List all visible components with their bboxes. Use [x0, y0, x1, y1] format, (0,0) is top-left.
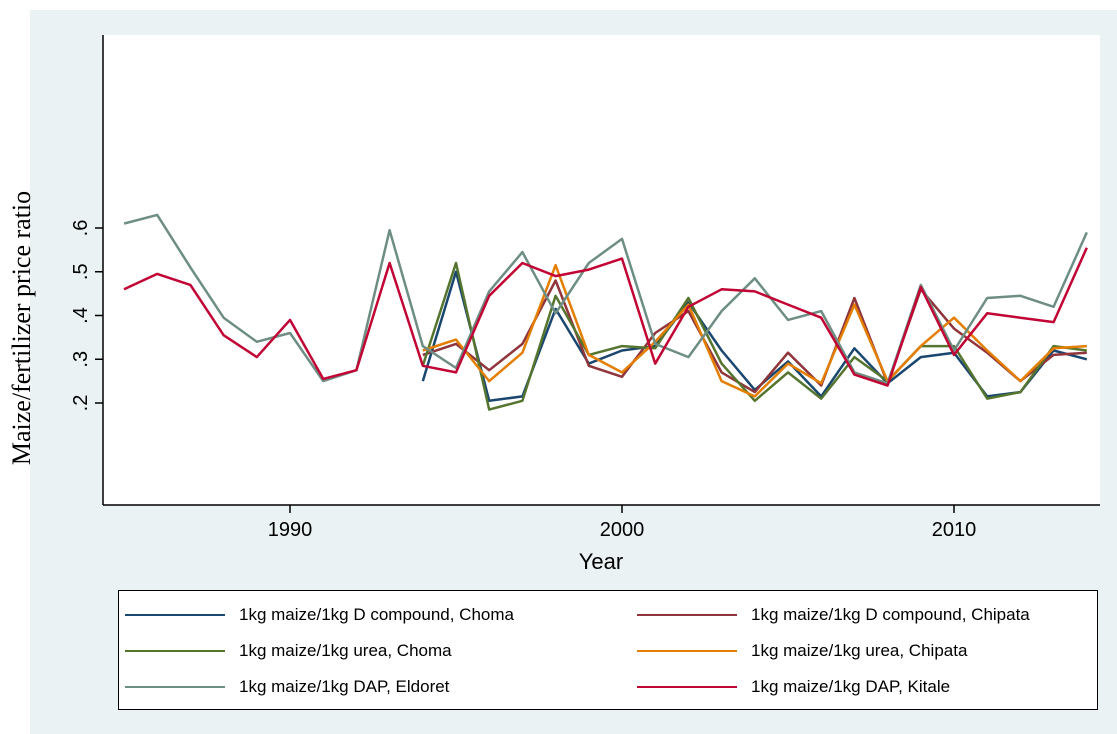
legend-swatch: [125, 650, 225, 652]
y-tick-label: .3: [70, 351, 92, 368]
legend-swatch: [637, 614, 737, 616]
legend-swatch: [125, 614, 225, 616]
series-line-6: [123, 247, 1088, 387]
legend-label: 1kg maize/1kg DAP, Kitale: [751, 677, 951, 696]
y-tick-label: .5: [70, 263, 92, 280]
y-axis-title: Maize/fertilizer price ratio: [7, 191, 36, 465]
x-tick-label: 2000: [600, 519, 645, 541]
series-lines: [123, 213, 1088, 411]
legend-swatch: [125, 686, 225, 688]
legend-label: 1kg maize/1kg urea, Choma: [239, 641, 452, 660]
legend-item: 1kg maize/1kg urea, Chipata: [637, 637, 967, 665]
legend-item: 1kg maize/1kg D compound, Chipata: [637, 601, 1030, 629]
series-line-4: [422, 263, 1087, 398]
y-tick-label: .6: [70, 220, 92, 237]
legend-swatch: [637, 686, 737, 688]
x-tick-label: 1990: [268, 519, 313, 541]
x-axis-title: Year: [579, 549, 623, 574]
x-ticks: 1990 2000 2010: [268, 505, 977, 541]
y-tick-label: .4: [70, 307, 92, 324]
legend-label: 1kg maize/1kg DAP, Eldoret: [239, 677, 450, 696]
y-tick-label: .2: [70, 395, 92, 412]
legend-swatch: [637, 650, 737, 652]
plot-area: [103, 35, 1100, 505]
legend-item: 1kg maize/1kg DAP, Eldoret: [125, 673, 449, 701]
legend-label: 1kg maize/1kg urea, Chipata: [751, 641, 968, 660]
legend-item: 1kg maize/1kg DAP, Kitale: [637, 673, 950, 701]
legend-label: 1kg maize/1kg D compound, Chipata: [751, 605, 1030, 624]
series-line-3: [421, 261, 1087, 411]
legend-item: 1kg maize/1kg D compound, Choma: [125, 601, 514, 629]
legend-label: 1kg maize/1kg D compound, Choma: [239, 605, 514, 624]
legend: 1kg maize/1kg D compound, Choma 1kg maize…: [118, 590, 1098, 710]
y-ticks: .2 .3 .4 .5 .6: [70, 220, 103, 412]
legend-item: 1kg maize/1kg urea, Choma: [125, 637, 452, 665]
x-tick-label: 2010: [932, 519, 977, 541]
